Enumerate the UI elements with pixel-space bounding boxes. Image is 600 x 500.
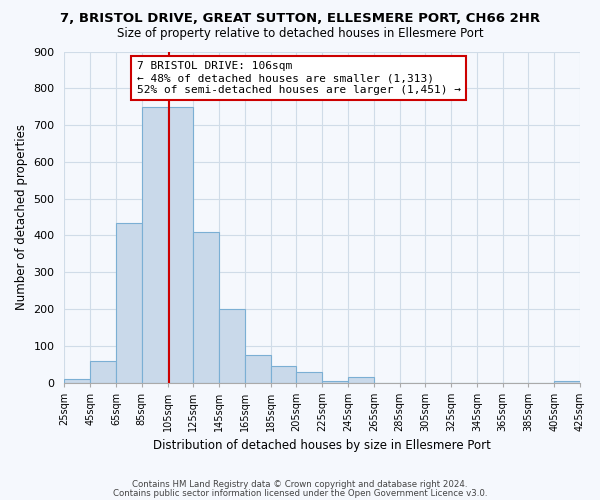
Bar: [193, 232, 219, 382]
Bar: [167, 106, 193, 382]
Bar: [322, 381, 348, 382]
Text: Contains public sector information licensed under the Open Government Licence v3: Contains public sector information licen…: [113, 489, 487, 498]
Text: Contains HM Land Registry data © Crown copyright and database right 2024.: Contains HM Land Registry data © Crown c…: [132, 480, 468, 489]
Bar: [142, 106, 167, 382]
Bar: [348, 377, 374, 382]
Bar: [296, 372, 322, 382]
Bar: [90, 360, 116, 382]
Bar: [271, 366, 296, 382]
X-axis label: Distribution of detached houses by size in Ellesmere Port: Distribution of detached houses by size …: [153, 440, 491, 452]
Bar: [64, 379, 90, 382]
Bar: [554, 381, 580, 382]
Y-axis label: Number of detached properties: Number of detached properties: [15, 124, 28, 310]
Bar: [219, 309, 245, 382]
Bar: [116, 222, 142, 382]
Text: 7, BRISTOL DRIVE, GREAT SUTTON, ELLESMERE PORT, CH66 2HR: 7, BRISTOL DRIVE, GREAT SUTTON, ELLESMER…: [60, 12, 540, 26]
Text: Size of property relative to detached houses in Ellesmere Port: Size of property relative to detached ho…: [116, 28, 484, 40]
Bar: [245, 355, 271, 382]
Text: 7 BRISTOL DRIVE: 106sqm
← 48% of detached houses are smaller (1,313)
52% of semi: 7 BRISTOL DRIVE: 106sqm ← 48% of detache…: [137, 62, 461, 94]
